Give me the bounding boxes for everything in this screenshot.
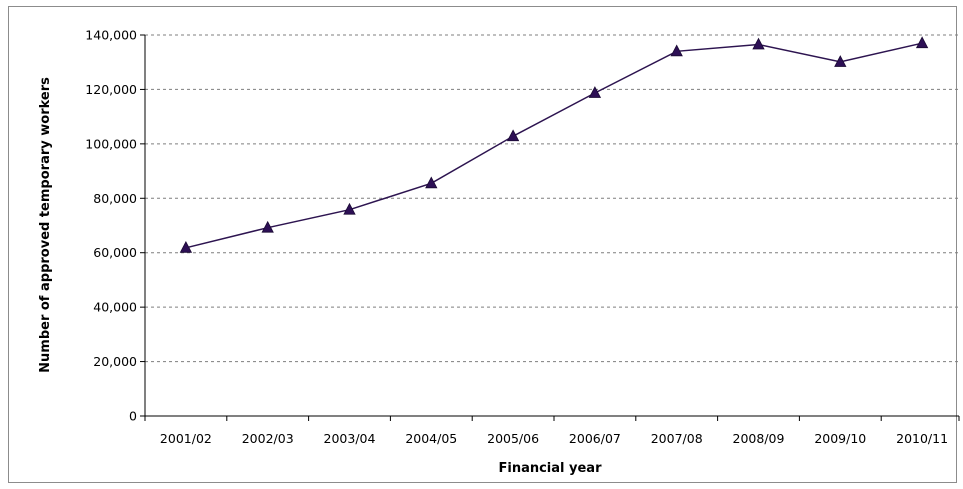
data-point-marker (752, 37, 765, 50)
data-point-marker (425, 176, 438, 189)
data-point-marker (179, 240, 193, 253)
y-axis-title: Number of approved temporary workers (38, 77, 53, 373)
y-tick-label: 100,000 (85, 136, 137, 151)
x-tick-label: 2002/03 (242, 431, 294, 446)
data-point-marker (506, 129, 520, 142)
x-tick-label: 2007/08 (651, 431, 703, 446)
x-tick-label: 2004/05 (405, 431, 457, 446)
x-tick-label: 2008/09 (733, 431, 785, 446)
x-axis-title: Financial year (498, 461, 602, 476)
y-tick-label: 60,000 (93, 245, 137, 260)
data-point-marker (670, 44, 683, 57)
y-tick-label: 40,000 (93, 300, 137, 315)
series-line (185, 42, 923, 249)
x-tick-label: 2010/11 (896, 431, 948, 446)
chart-frame (8, 6, 957, 483)
x-tick-labels: 2001/02 2002/03 2003/04 2004/05 2005/06 2006/… (160, 431, 948, 446)
gridlines (145, 34, 959, 363)
data-point-marker (343, 202, 356, 215)
y-tick-label: 80,000 (93, 191, 137, 206)
axes (140, 34, 960, 421)
x-tick-label: 2005/06 (487, 431, 539, 446)
y-tick-labels: 0 20,000 40,000 60,000 80,000 100,000 120,000 1… (85, 28, 137, 424)
x-tick-label: 2006/07 (569, 431, 621, 446)
data-point-marker (261, 220, 274, 233)
x-tick-label: 2001/02 (160, 431, 212, 446)
y-tick-label: 0 (129, 409, 137, 424)
x-tick-label: 2009/10 (814, 431, 866, 446)
y-tick-label: 140,000 (85, 28, 137, 43)
y-tick-label: 120,000 (85, 82, 137, 97)
x-tick-label: 2003/04 (324, 431, 376, 446)
data-point-marker (588, 86, 602, 98)
data-point-marker (915, 36, 929, 49)
y-tick-label: 20,000 (93, 354, 137, 369)
series-group (179, 36, 929, 253)
data-point-marker (834, 55, 847, 67)
